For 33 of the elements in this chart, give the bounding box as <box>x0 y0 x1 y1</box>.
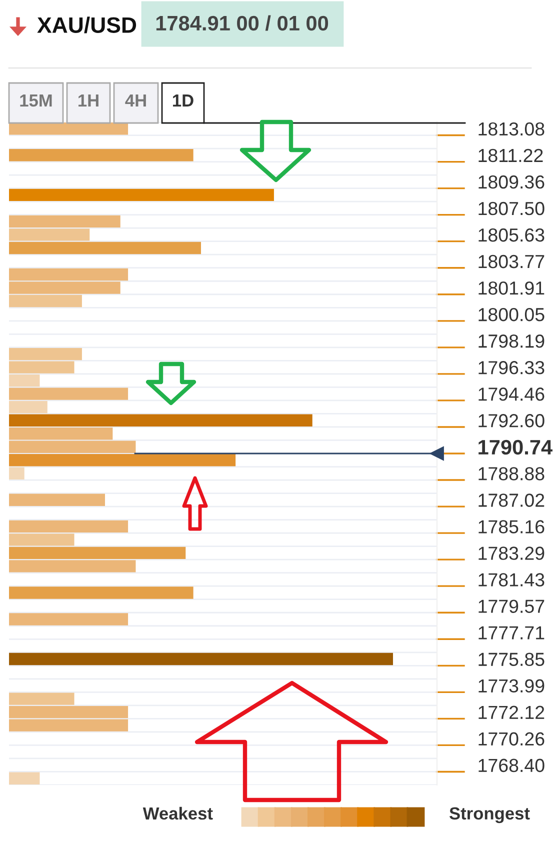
y-tick-label: 1805.63 <box>478 228 544 242</box>
y-tick-label: 1785.16 <box>478 520 544 534</box>
y-tick-label: 1788.88 <box>478 467 544 480</box>
text: Strongest <box>449 807 530 824</box>
y-tick-label: 1813.08 <box>478 122 544 136</box>
y-tick-label: 1768.40 <box>478 758 544 772</box>
y-tick-label: 1775.85 <box>478 652 544 666</box>
text: Weakest <box>142 806 213 820</box>
y-tick-label: 1811.22 <box>478 148 543 162</box>
y-tick-label: 1779.57 <box>478 600 544 613</box>
y-tick-label: 1796.33 <box>478 361 544 374</box>
y-tick-label: 1801.91 <box>478 281 544 295</box>
chart-title: XAU/USD <box>37 16 136 34</box>
y-tick-label: 1783.29 <box>478 546 544 560</box>
y-tick-label: 1807.50 <box>478 202 544 216</box>
y-tick-label: 1803.77 <box>478 254 544 268</box>
y-tick-label: 1798.19 <box>478 334 544 348</box>
text: 4H <box>125 94 146 106</box>
y-tick-label: 1772.12 <box>478 706 544 719</box>
text: 1D <box>172 94 194 106</box>
y-tick-label: 1781.43 <box>478 573 544 586</box>
y-tick-label: 1809.36 <box>478 175 544 189</box>
y-tick-label: 1800.05 <box>478 308 544 322</box>
y-tick-label: 1777.71 <box>478 626 544 640</box>
y-tick-label: 1790.74 <box>478 440 552 455</box>
y-tick-label: 1787.02 <box>478 494 544 507</box>
text: 15M <box>20 94 52 107</box>
text: 1H <box>78 94 98 106</box>
y-tick-label: 1770.26 <box>478 732 544 746</box>
chart-subtitle: 1784.91 00 / 01 00 <box>156 15 328 31</box>
y-tick-label: 1773.99 <box>478 679 544 693</box>
y-tick-label: 1794.46 <box>478 388 544 401</box>
y-tick-label: 1792.60 <box>478 414 544 428</box>
